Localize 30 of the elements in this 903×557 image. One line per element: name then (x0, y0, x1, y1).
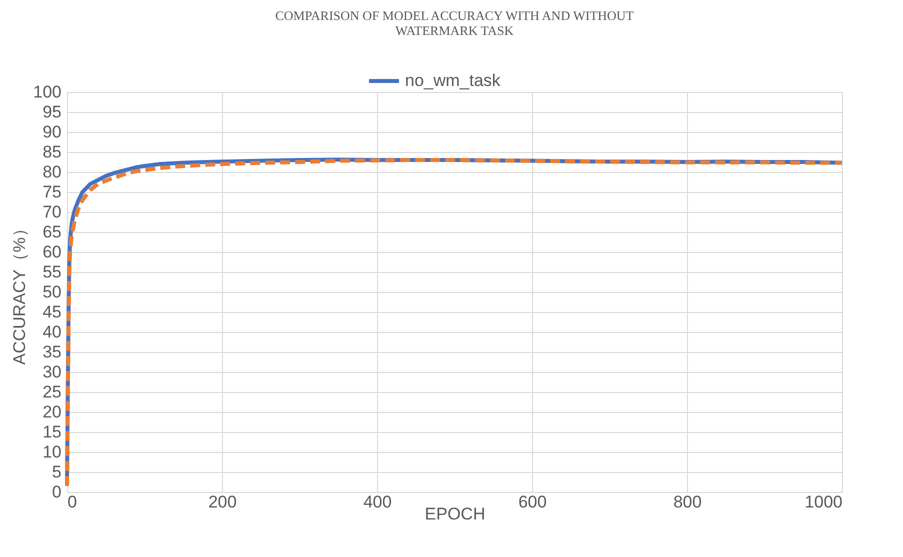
x-axis-title: EPOCH (424, 504, 486, 524)
legend-label: no_wm_task (405, 71, 501, 90)
y-tick-label: 100 (33, 82, 62, 102)
y-tick-label: 30 (42, 362, 62, 382)
y-tick-label: 10 (42, 442, 62, 462)
y-tick-label: 75 (42, 182, 62, 202)
y-tick-label: 60 (42, 242, 62, 262)
x-tick-label: 0 (68, 492, 77, 512)
y-tick-label: 85 (42, 142, 62, 162)
y-tick-label: 20 (42, 402, 62, 422)
y-axis-title: ACCURACY（%） (10, 220, 30, 365)
y-tick-label: 5 (52, 462, 62, 482)
y-tick-label: 35 (42, 342, 62, 362)
y-tick-label: 25 (42, 382, 62, 402)
chart-title: COMPARISON OF MODEL ACCURACY WITH AND WITHOUT WATERMARK TASK (275, 8, 634, 38)
x-tick-label: 600 (518, 492, 547, 512)
x-tick-label: 400 (363, 492, 392, 512)
y-tick-label: 95 (42, 102, 62, 122)
x-tick-label: 800 (673, 492, 702, 512)
y-tick-label: 40 (42, 322, 62, 342)
y-tick-label: 45 (42, 302, 62, 322)
y-tick-label: 15 (42, 422, 62, 442)
y-tick-label: 70 (42, 202, 62, 222)
x-tick-label: 1000 (804, 492, 842, 512)
y-tick-label: 80 (42, 162, 62, 182)
y-tick-label: 50 (42, 282, 62, 302)
y-tick-label: 90 (42, 122, 62, 142)
x-tick-label: 200 (208, 492, 237, 512)
y-tick-label: 55 (42, 262, 62, 282)
y-tick-label: 65 (42, 222, 62, 242)
